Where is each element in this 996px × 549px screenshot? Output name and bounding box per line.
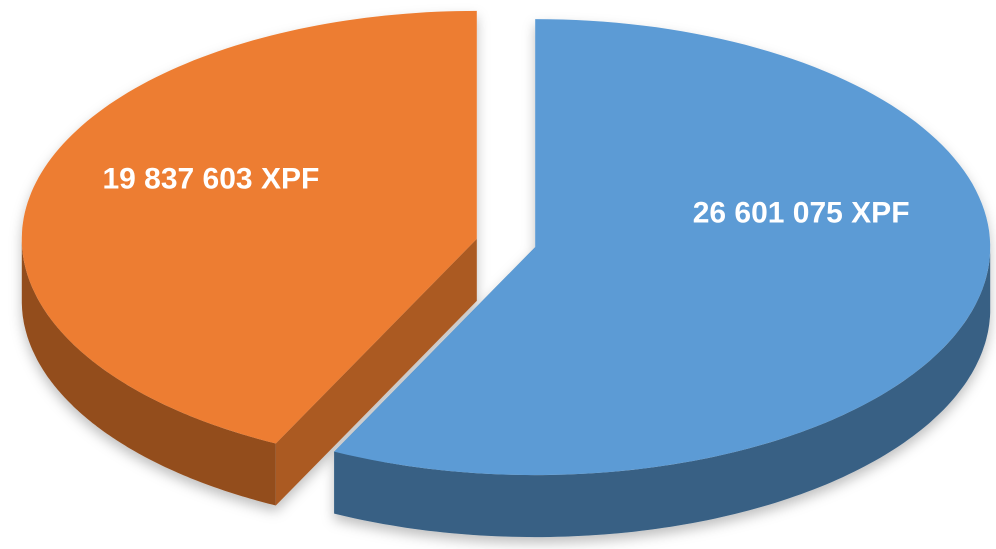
data-label: 19 837 603 XPF (102, 162, 319, 195)
slice-side (21, 238, 276, 506)
slice (21, 10, 477, 506)
pie (21, 10, 991, 538)
slice-side (334, 247, 991, 538)
data-label: 26 601 075 XPF (693, 196, 910, 229)
slice-cut (275, 238, 477, 506)
slice-top (21, 10, 477, 444)
slice (334, 19, 991, 538)
slice-top (334, 19, 991, 476)
